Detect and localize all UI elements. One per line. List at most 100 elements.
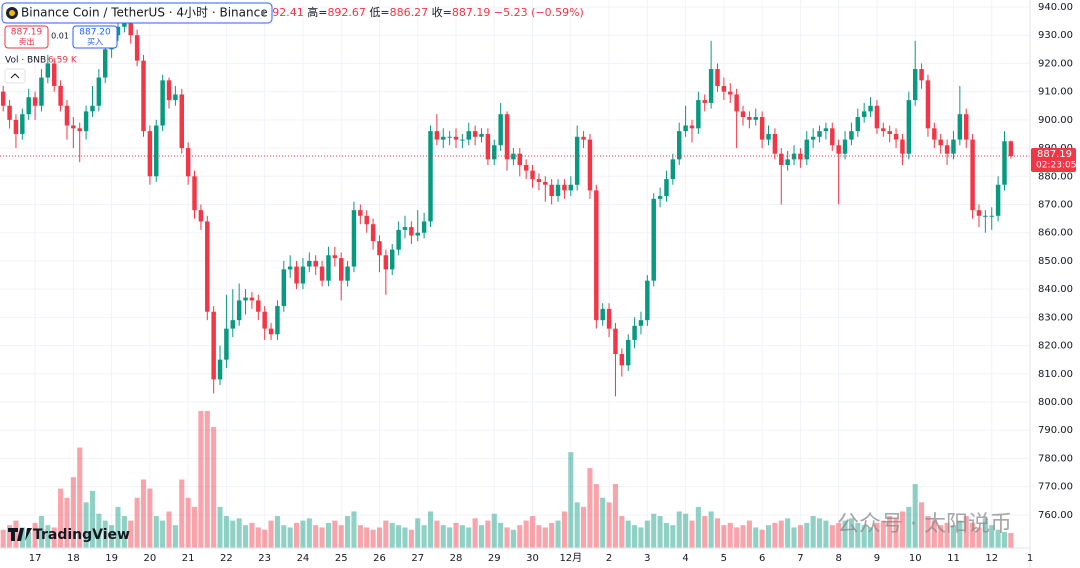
candle-body — [842, 139, 848, 154]
y-tick-label: 860.00 — [1038, 228, 1073, 239]
candle-body — [307, 260, 312, 267]
x-tick-label: 28 — [450, 553, 463, 564]
candle-body — [638, 320, 644, 326]
x-tick-label: 26 — [373, 553, 386, 564]
volume-bar — [638, 527, 644, 548]
y-tick-label: 820.00 — [1038, 341, 1073, 352]
volume-bar — [128, 520, 134, 548]
candle-body — [230, 320, 236, 329]
x-tick-label: 12月 — [559, 552, 582, 564]
candle-body — [715, 69, 720, 86]
candle-body — [479, 133, 484, 137]
volume-bar — [970, 522, 976, 548]
brand-logo — [8, 528, 32, 541]
volume-bar — [632, 525, 638, 548]
candle-body — [823, 128, 829, 132]
volume-bar — [823, 520, 829, 548]
volume-bar — [893, 518, 899, 548]
volume-bar — [676, 511, 682, 548]
volume-bar — [804, 522, 810, 548]
candle-body — [434, 131, 440, 140]
volume-bar — [185, 497, 191, 548]
volume-bar — [172, 525, 178, 548]
candle-body — [103, 49, 108, 78]
volume-bar — [714, 518, 721, 548]
y-tick-label: 850.00 — [1038, 256, 1073, 267]
volume-bar — [294, 522, 300, 548]
x-tick-label: 23 — [258, 553, 271, 564]
volume-bar — [262, 529, 268, 548]
candle-body — [492, 145, 497, 160]
volume-bar — [510, 529, 516, 548]
candle-body — [224, 328, 229, 360]
candle-body — [836, 145, 841, 154]
volume-bar — [612, 484, 618, 548]
y-tick-label: 800.00 — [1038, 397, 1073, 408]
last-price-label: 887.19 — [1037, 149, 1072, 160]
volume-bar — [772, 522, 778, 548]
volume-bar — [58, 488, 64, 548]
volume-bar — [325, 522, 332, 548]
candle-body — [364, 215, 369, 225]
candle-body — [925, 80, 931, 129]
axes: 760.00770.00780.00790.00800.00810.00820.… — [29, 2, 1077, 564]
symbol-box[interactable] — [1, 2, 273, 24]
candle-body — [549, 184, 554, 197]
x-tick-label: 20 — [144, 553, 157, 564]
volume-bar — [472, 518, 478, 548]
volume-bar — [217, 506, 223, 548]
x-tick-label: 10 — [909, 553, 922, 564]
candle-body — [115, 26, 121, 36]
y-tick-label: 870.00 — [1038, 199, 1073, 210]
candle-body — [504, 114, 510, 160]
candle-body — [868, 105, 873, 112]
candle-body — [676, 131, 682, 160]
candle-body — [128, 18, 133, 36]
candle-body — [396, 229, 401, 250]
volume-bar — [306, 518, 312, 548]
y-tick-label: 830.00 — [1038, 312, 1073, 323]
volume-bar — [370, 529, 376, 548]
volume-bar — [657, 516, 663, 548]
buy-button[interactable] — [72, 25, 118, 49]
candle-body — [912, 69, 918, 101]
volume-bar — [797, 525, 803, 548]
volume-bar — [255, 527, 261, 548]
volume-bar — [938, 525, 944, 548]
volume-bar — [19, 527, 25, 548]
volume-bar — [396, 525, 402, 548]
volume-bar — [230, 520, 236, 548]
candle-body — [810, 136, 816, 140]
candle-body — [530, 170, 535, 180]
sell-price: 887.19 — [11, 28, 43, 38]
candle-body — [58, 85, 63, 106]
volume-bar — [287, 527, 293, 548]
volume-bar — [887, 516, 893, 548]
volume-bar — [45, 525, 51, 548]
volume-bar — [140, 479, 147, 548]
candle-body — [1002, 141, 1007, 185]
candle-body — [77, 128, 82, 132]
candle-body — [683, 125, 688, 132]
volume-bar — [389, 522, 395, 548]
volume-bar — [816, 518, 823, 548]
candle-body — [938, 139, 943, 146]
volume-bar — [274, 516, 280, 548]
volume-bar — [651, 513, 657, 548]
volume-bar — [785, 518, 791, 548]
candle-body — [141, 60, 146, 132]
candle-body — [83, 111, 89, 132]
volume-bar — [242, 525, 249, 548]
volume-bar — [721, 525, 727, 548]
candle-body — [606, 308, 612, 329]
candle-body — [543, 181, 548, 185]
x-tick-label: 17 — [29, 553, 42, 564]
volume-bar — [83, 502, 89, 548]
volume-bar — [944, 522, 950, 548]
candle-body — [932, 128, 937, 140]
collapse-button[interactable] — [4, 68, 26, 84]
more-dots[interactable] — [261, 11, 265, 15]
volume-bar — [855, 522, 861, 548]
sell-button[interactable] — [4, 25, 49, 49]
volume-bar — [549, 522, 555, 548]
